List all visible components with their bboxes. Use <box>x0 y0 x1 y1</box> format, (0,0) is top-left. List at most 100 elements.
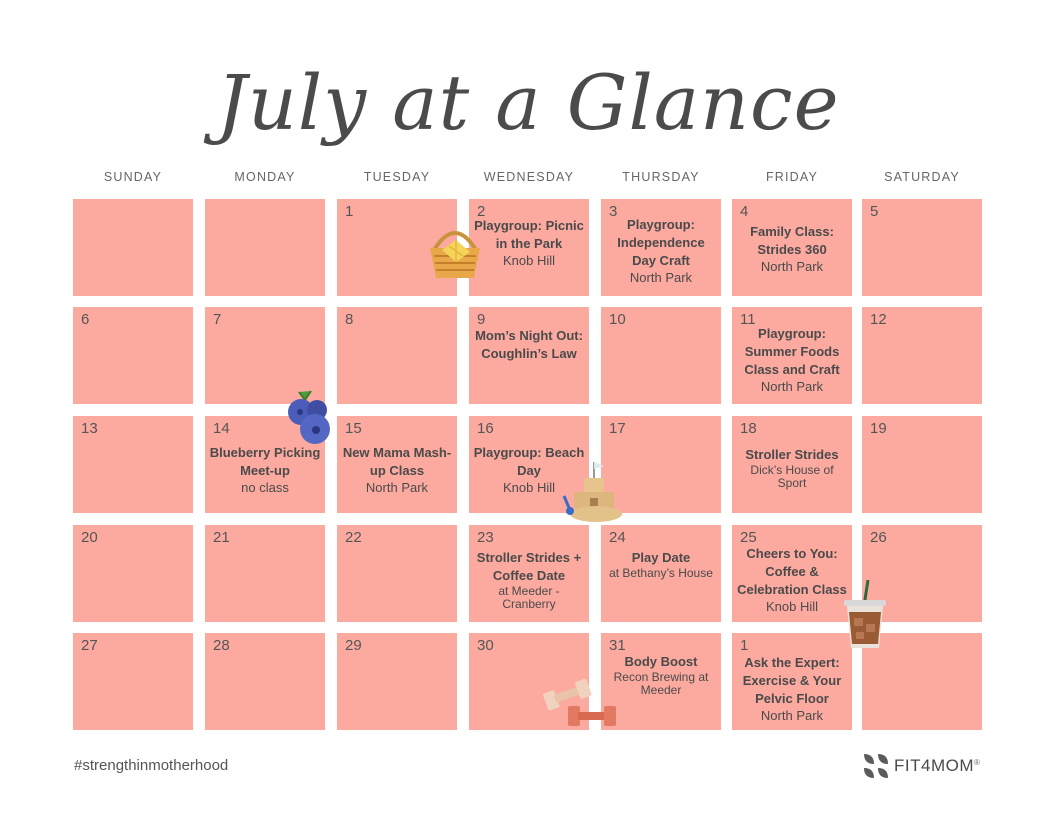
day-number: 3 <box>609 203 618 220</box>
event-location: North Park <box>760 708 824 723</box>
calendar-day-cell <box>862 633 982 730</box>
event-title: New Mama Mash-up Class <box>342 445 452 478</box>
day-number: 11 <box>740 311 756 328</box>
day-number: 9 <box>477 311 486 328</box>
event-title: Mom’s Night Out: Coughlin’s Law <box>475 328 583 361</box>
calendar-day-cell: 9 Mom’s Night Out: Coughlin’s Law <box>469 307 589 404</box>
calendar-day-cell: 7 <box>205 307 325 404</box>
calendar-day-cell: 17 <box>601 416 721 513</box>
event-title: Playgroup: Beach Day <box>473 445 585 478</box>
event-location: at Bethany’s House <box>609 566 713 580</box>
event-location: North Park <box>365 480 429 495</box>
day-number: 28 <box>213 637 230 654</box>
event-location: North Park <box>629 270 693 285</box>
event-title: Ask the Expert: Exercise & Your Pelvic F… <box>742 655 842 706</box>
calendar-day-cell: 1 Ask the Expert: Exercise & Your Pelvic … <box>732 633 852 730</box>
calendar-event: Playgroup: Beach Day Knob Hill <box>469 444 589 496</box>
day-number: 2 <box>477 203 486 220</box>
calendar-day-cell: 29 <box>337 633 457 730</box>
brand-name: FIT4MOM <box>894 756 974 775</box>
day-number: 21 <box>213 529 230 546</box>
picnic-basket-icon <box>430 231 480 278</box>
calendar-day-cell: 5 <box>862 199 982 296</box>
calendar-day-cell: 22 <box>337 525 457 622</box>
day-number: 8 <box>345 311 354 328</box>
calendar-day-cell <box>205 199 325 296</box>
day-number: 18 <box>740 420 757 437</box>
calendar-event: Play Date at Bethany’s House <box>601 549 721 580</box>
event-title: Body Boost <box>624 654 698 669</box>
trademark-mark: ® <box>974 758 980 767</box>
calendar-day-cell: 13 <box>73 416 193 513</box>
blueberries-icon <box>288 390 330 444</box>
header-saturday: SATURDAY <box>884 170 960 184</box>
sandcastle-icon <box>562 462 622 522</box>
day-number: 16 <box>477 420 494 437</box>
event-location: Knob Hill <box>765 599 819 614</box>
calendar-day-cell: 20 <box>73 525 193 622</box>
calendar-day-cell: 6 <box>73 307 193 404</box>
calendar-event: New Mama Mash-up Class North Park <box>337 444 457 496</box>
calendar-event: Playgroup: Independence Day Craft North P… <box>601 216 721 286</box>
day-number: 17 <box>609 420 626 437</box>
event-title: Stroller Strides <box>745 447 839 462</box>
calendar-day-cell: 23 Stroller Strides + Coffee Date at Meede… <box>469 525 589 622</box>
calendar-event: Body Boost Recon Brewing at Meeder <box>601 653 721 697</box>
calendar-event: Cheers to You: Coffee & Celebration Clas… <box>732 545 852 615</box>
day-number: 7 <box>213 311 222 328</box>
calendar-day-cell <box>73 199 193 296</box>
header-wednesday: WEDNESDAY <box>483 170 575 184</box>
day-number: 14 <box>213 420 230 437</box>
calendar-day-cell: 21 <box>205 525 325 622</box>
day-number: 23 <box>477 529 494 546</box>
dumbbells-icon <box>543 678 616 726</box>
event-title: Play Date <box>631 550 691 565</box>
day-number: 25 <box>740 529 757 546</box>
day-number: 12 <box>870 311 887 328</box>
event-location: Knob Hill <box>502 253 556 268</box>
header-thursday: THURSDAY <box>622 170 700 184</box>
event-title: Blueberry Picking Meet-up <box>209 445 321 478</box>
day-number: 29 <box>345 637 362 654</box>
day-number: 15 <box>345 420 362 437</box>
calendar-event: Stroller Strides + Coffee Date at Meeder … <box>469 549 589 611</box>
header-sunday: SUNDAY <box>103 170 163 184</box>
day-number: 30 <box>477 637 494 654</box>
event-title: Cheers to You: Coffee & Celebration Clas… <box>737 546 847 597</box>
calendar-event: Playgroup: Picnic in the Park Knob Hill <box>469 217 589 269</box>
calendar-event: Blueberry Picking Meet-up no class <box>205 444 325 496</box>
calendar-day-cell: 16 Playgroup: Beach Day Knob Hill <box>469 416 589 513</box>
calendar-day-cell: 15 New Mama Mash-up Class North Park <box>337 416 457 513</box>
event-location: Knob Hill <box>502 480 556 495</box>
calendar-day-cell: 10 <box>601 307 721 404</box>
day-number: 13 <box>81 420 98 437</box>
page-title: July at a Glance <box>216 58 840 147</box>
header-tuesday: TUESDAY <box>363 170 431 184</box>
event-location: North Park <box>760 379 824 394</box>
event-title: Playgroup: Independence Day Craft <box>617 217 705 268</box>
calendar-event: Family Class: Strides 360 North Park <box>732 223 852 275</box>
calendar-day-cell: 4 Family Class: Strides 360 North Park <box>732 199 852 296</box>
day-number: 1 <box>345 203 354 220</box>
calendar-event: Stroller Strides Dick’s House of Sport <box>732 446 852 490</box>
day-number: 10 <box>609 311 626 328</box>
event-location: North Park <box>760 259 824 274</box>
calendar-day-cell: 8 <box>337 307 457 404</box>
calendar-event: Mom’s Night Out: Coughlin’s Law <box>469 327 589 363</box>
day-number: 6 <box>81 311 90 328</box>
day-number: 27 <box>81 637 98 654</box>
calendar-day-cell: 24 Play Date at Bethany’s House <box>601 525 721 622</box>
calendar-event: Ask the Expert: Exercise & Your Pelvic F… <box>732 654 852 724</box>
day-number: 22 <box>345 529 362 546</box>
hashtag: #strengthinmotherhood <box>74 757 229 774</box>
day-number: 19 <box>870 420 887 437</box>
calendar-day-cell: 25 Cheers to You: Coffee & Celebration Cl… <box>732 525 852 622</box>
event-location: no class <box>241 480 289 495</box>
calendar-day-cell: 18 Stroller Strides Dick’s House of Sport <box>732 416 852 513</box>
header-friday: FRIDAY <box>765 170 819 184</box>
calendar-day-cell: 27 <box>73 633 193 730</box>
event-location: at Meeder - Cranberry <box>498 584 560 611</box>
day-number: 4 <box>740 203 749 220</box>
calendar-day-cell: 26 <box>862 525 982 622</box>
day-number: 5 <box>870 203 879 220</box>
